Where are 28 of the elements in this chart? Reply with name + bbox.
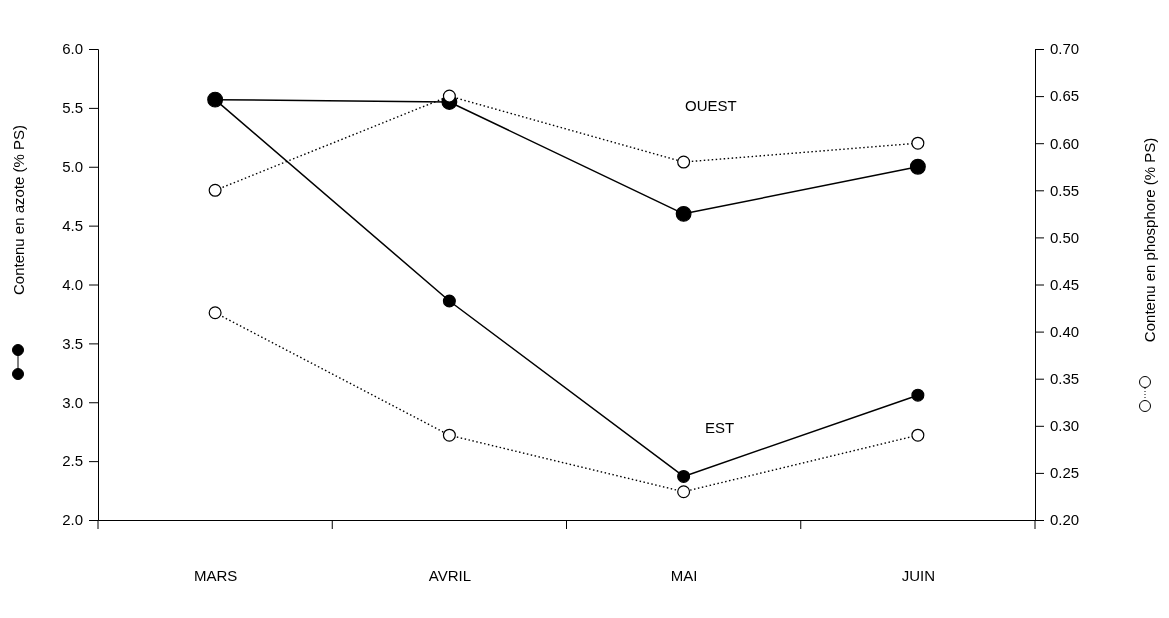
x-tick-label: JUIN bbox=[901, 566, 936, 584]
y2-axis-title: Contenu en phosphore (% PS) bbox=[1141, 137, 1159, 343]
x-tick-label: MAI bbox=[670, 566, 698, 584]
y2-tick-label: 0.40 bbox=[1050, 322, 1080, 340]
x-tick-label: AVRIL bbox=[428, 566, 471, 584]
y2-tick-label: 0.60 bbox=[1050, 134, 1080, 152]
y2-tick-label: 0.45 bbox=[1050, 275, 1080, 293]
y2-tick-label: 0.70 bbox=[1050, 40, 1080, 58]
y2-tick-label: 0.20 bbox=[1050, 511, 1080, 529]
y2-tick-label: 0.35 bbox=[1050, 370, 1080, 387]
y-tick-label: 2.5 bbox=[62, 452, 83, 470]
annotation: EST bbox=[705, 419, 735, 437]
y-tick-label: 2.0 bbox=[62, 511, 83, 529]
y-tick-label: 4.0 bbox=[62, 275, 83, 293]
y-tick-label: 5.0 bbox=[62, 158, 83, 176]
y-tick-label: 3.0 bbox=[62, 393, 83, 411]
annotation: OUEST bbox=[685, 97, 737, 115]
y2-tick-label: 0.50 bbox=[1050, 228, 1080, 246]
y-tick-label: 5.5 bbox=[62, 99, 83, 117]
x-tick-label: MARS bbox=[193, 566, 238, 584]
y-tick-label: 4.5 bbox=[62, 216, 83, 234]
y2-tick-label: 0.30 bbox=[1050, 417, 1080, 435]
y2-tick-label: 0.25 bbox=[1050, 464, 1080, 482]
y-axis-title: Contenu en azote (% PS) bbox=[10, 124, 27, 296]
y-tick-label: 6.0 bbox=[62, 40, 83, 58]
y2-tick-label: 0.55 bbox=[1050, 181, 1080, 199]
y-tick-label: 3.5 bbox=[62, 334, 83, 352]
y2-tick-label: 0.65 bbox=[1050, 87, 1080, 105]
